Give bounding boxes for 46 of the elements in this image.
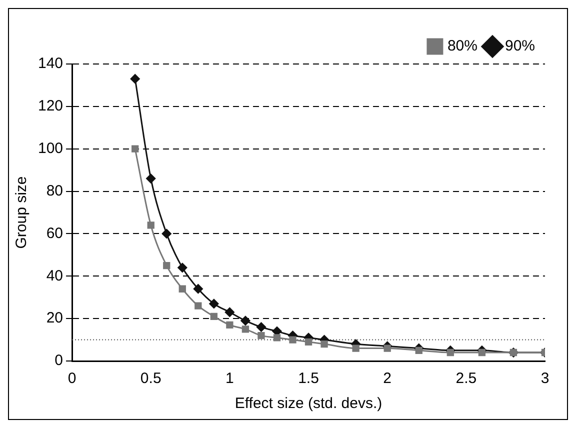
x-tick-label: 0.5	[140, 370, 162, 388]
x-tick-label: 0	[68, 370, 76, 388]
legend-label: 80%	[447, 38, 478, 55]
legend-label: 90%	[504, 38, 536, 55]
point	[193, 284, 203, 294]
y-tick-label: 80	[46, 182, 64, 200]
y-tick-label: 140	[38, 55, 64, 72]
x-tick-label: 1.5	[298, 370, 319, 388]
point	[163, 262, 170, 270]
point	[209, 298, 219, 308]
x-tick-label: 2	[383, 370, 392, 388]
y-tick-label: 40	[46, 267, 64, 284]
point	[273, 334, 281, 342]
point	[352, 344, 360, 352]
point	[162, 228, 172, 238]
point	[304, 338, 312, 346]
point	[242, 326, 250, 333]
x-axis-title: Effect size (std. devs.)	[234, 395, 382, 412]
y-tick-label: 20	[46, 310, 64, 327]
y-tick-label: 60	[46, 224, 64, 242]
x-tick-label: 1	[226, 370, 234, 388]
y-tick-label: 0	[54, 352, 64, 370]
point	[178, 262, 188, 272]
point	[289, 336, 296, 344]
point	[130, 74, 140, 84]
x-tick-label: 2.5	[456, 370, 477, 388]
point	[210, 312, 218, 320]
x-tick-label: 3	[540, 370, 550, 388]
point	[226, 321, 234, 329]
point	[384, 344, 391, 352]
point	[478, 348, 486, 356]
point	[147, 222, 154, 229]
point	[256, 322, 266, 332]
point	[194, 302, 202, 310]
y-tick-label: 120	[38, 98, 64, 115]
point	[446, 348, 454, 356]
point	[132, 145, 139, 152]
point	[240, 316, 250, 326]
point	[178, 285, 186, 292]
point	[258, 332, 265, 340]
point	[415, 346, 422, 354]
point	[320, 340, 328, 348]
y-axis-title: Group size	[13, 176, 30, 249]
point	[146, 174, 156, 184]
y-tick-label: 100	[38, 140, 64, 157]
point	[224, 307, 234, 317]
